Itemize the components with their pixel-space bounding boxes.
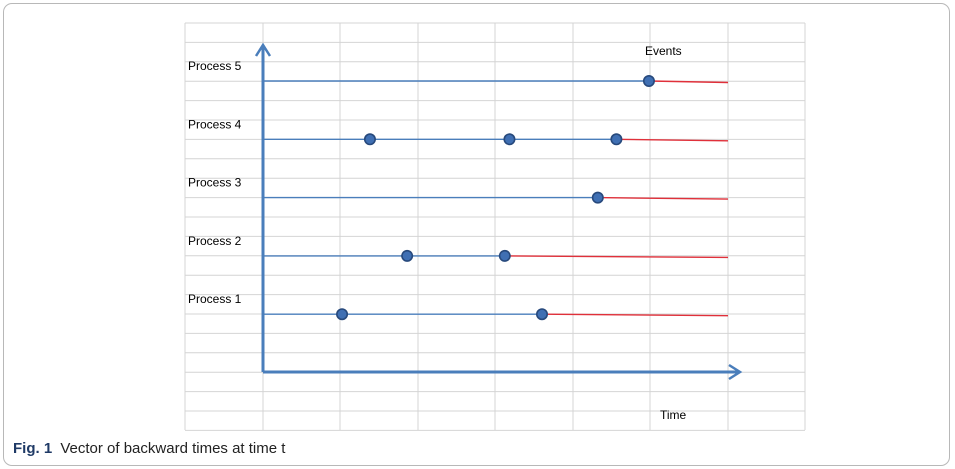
- backward-time-segment: [541, 313, 729, 317]
- event-marker: [610, 133, 623, 146]
- backward-time-segment: [648, 80, 729, 84]
- axes: [254, 42, 743, 381]
- backward-time-segment: [616, 138, 729, 142]
- process-label: Process 1: [188, 292, 242, 306]
- events-label: Events: [645, 44, 682, 58]
- event-marker: [401, 249, 414, 262]
- caption-text: Vector of backward times at time t: [60, 440, 286, 457]
- process-label: Process 3: [188, 176, 242, 190]
- figure-caption: Fig. 1 Vector of backward times at time …: [13, 440, 285, 457]
- grid: [184, 22, 806, 431]
- event-marker: [336, 308, 349, 321]
- time-axis-arrowhead: [728, 363, 743, 381]
- event-marker: [363, 133, 376, 146]
- vertical-axis-arrowhead: [254, 42, 272, 57]
- event-marker: [591, 191, 604, 204]
- backward-time-segment: [504, 255, 729, 259]
- event-marker: [642, 75, 655, 88]
- process-label: Process 5: [188, 59, 242, 73]
- figure-frame: [3, 3, 950, 466]
- event-marker: [503, 133, 516, 146]
- timelines: [263, 75, 729, 321]
- backward-time-segment: [597, 196, 729, 200]
- time-label: Time: [660, 408, 687, 422]
- event-marker: [535, 308, 548, 321]
- event-marker: [498, 249, 511, 262]
- process-timeline-diagram: Process 5 Process 4 Process 3 Process 2 Proc…: [184, 22, 806, 431]
- process-label: Process 2: [188, 234, 242, 248]
- figure-number: Fig. 1: [13, 440, 53, 457]
- process-label: Process 4: [188, 117, 242, 131]
- labels: Process 5 Process 4 Process 3 Process 2 Proc…: [188, 59, 242, 306]
